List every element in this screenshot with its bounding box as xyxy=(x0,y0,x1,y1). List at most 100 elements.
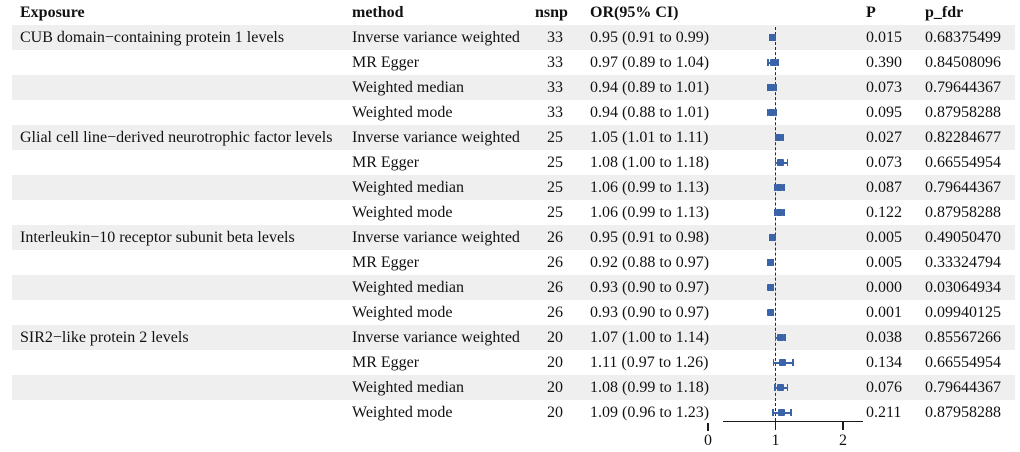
column-header-p-fdr: p_fdr xyxy=(925,4,964,21)
forest-row-marker xyxy=(695,100,866,125)
p-fdr-value: 0.84508096 xyxy=(925,54,1001,71)
p-value: 0.005 xyxy=(866,254,902,271)
column-header-plot-spacer xyxy=(695,0,866,25)
table-row: MR Egger 33 0.97 (0.89 to 1.04) 0.390 0.8450… xyxy=(0,50,1020,75)
table-row: Weighted mode 20 1.09 (0.96 to 1.23) 0.211 0… xyxy=(0,400,1020,425)
exposure-label: Interleukin−10 receptor subunit beta lev… xyxy=(20,229,295,246)
column-header-or-ci: OR(95% CI) xyxy=(590,4,679,21)
exposure-label xyxy=(0,100,352,125)
p-value: 0.076 xyxy=(866,379,902,396)
nsnp-value: 25 xyxy=(547,179,563,196)
method-label: Inverse variance weighted xyxy=(352,129,520,146)
p-fdr-value: 0.82284677 xyxy=(925,129,1001,146)
ci-cap xyxy=(774,209,776,216)
ci-cap xyxy=(784,334,786,341)
exposure-label xyxy=(0,50,352,75)
nsnp-value: 26 xyxy=(547,279,563,296)
nsnp-value: 20 xyxy=(547,404,563,421)
exposure-label xyxy=(0,300,352,325)
or-ci-value: 0.93 (0.90 to 0.97) xyxy=(590,279,710,296)
method-label: MR Egger xyxy=(352,54,420,71)
p-fdr-value: 0.66554954 xyxy=(925,154,1001,171)
method-label: MR Egger xyxy=(352,254,420,271)
ci-cap xyxy=(766,109,769,116)
x-axis-line xyxy=(722,420,864,422)
or-ci-value: 0.97 (0.89 to 1.04) xyxy=(590,54,710,71)
method-label: Weighted mode xyxy=(352,304,453,321)
forest-row-marker xyxy=(695,75,866,100)
method-label: MR Egger xyxy=(352,354,420,371)
point-estimate xyxy=(779,359,787,366)
point-estimate xyxy=(768,34,776,41)
table-row: MR Egger 26 0.92 (0.88 to 0.97) 0.005 0.3332… xyxy=(0,250,1020,275)
forest-row-marker xyxy=(695,375,866,400)
or-ci-value: 0.95 (0.91 to 0.98) xyxy=(590,229,710,246)
forest-row-marker xyxy=(695,175,866,200)
ci-cap xyxy=(774,184,776,191)
method-label: Weighted median xyxy=(352,279,465,296)
table-row: Interleukin−10 receptor subunit beta lev… xyxy=(0,225,1020,250)
table-row: CUB domain−containing protein 1 levels In… xyxy=(0,25,1020,50)
or-ci-value: 0.94 (0.88 to 1.01) xyxy=(590,104,710,121)
p-fdr-value: 0.79644367 xyxy=(925,79,1001,96)
or-ci-value: 1.11 (0.97 to 1.26) xyxy=(590,354,709,371)
nsnp-value: 26 xyxy=(547,304,563,321)
point-estimate xyxy=(776,334,784,341)
point-estimate xyxy=(767,84,775,91)
method-label: MR Egger xyxy=(352,154,420,171)
p-value: 0.001 xyxy=(866,304,902,321)
method-label: Weighted mode xyxy=(352,104,453,121)
p-value: 0.122 xyxy=(866,204,902,221)
table-row: Weighted mode 33 0.94 (0.88 to 1.01) 0.095 0… xyxy=(0,100,1020,125)
table-row: MR Egger 25 1.08 (1.00 to 1.18) 0.073 0.6655… xyxy=(0,150,1020,175)
p-fdr-value: 0.87958288 xyxy=(925,104,1001,121)
table-row: Weighted median 20 1.08 (0.99 to 1.18) 0.07… xyxy=(0,375,1020,400)
exposure-label: Glial cell line−derived neurotrophic fac… xyxy=(20,129,333,146)
ci-cap xyxy=(775,84,777,91)
exposure-label xyxy=(0,250,352,275)
method-label: Inverse variance weighted xyxy=(352,229,520,246)
forest-row-marker xyxy=(695,250,866,275)
ci-cap xyxy=(772,409,774,416)
p-fdr-value: 0.49050470 xyxy=(925,229,1001,246)
p-fdr-value: 0.66554954 xyxy=(925,354,1001,371)
or-ci-value: 0.95 (0.91 to 0.99) xyxy=(590,29,710,46)
nsnp-value: 33 xyxy=(547,79,563,96)
x-axis-tick xyxy=(842,422,844,431)
or-ci-value: 0.94 (0.89 to 1.01) xyxy=(590,79,710,96)
or-ci-value: 1.08 (1.00 to 1.18) xyxy=(590,154,710,171)
method-label: Weighted median xyxy=(352,79,465,96)
nsnp-value: 25 xyxy=(547,129,563,146)
nsnp-value: 26 xyxy=(547,229,563,246)
method-label: Inverse variance weighted xyxy=(352,329,520,346)
p-fdr-value: 0.79644367 xyxy=(925,179,1001,196)
ci-cap xyxy=(774,384,776,391)
ci-cap xyxy=(792,359,794,366)
exposure-label xyxy=(0,175,352,200)
point-estimate xyxy=(768,234,776,241)
forest-row-marker xyxy=(695,50,866,75)
or-ci-value: 1.06 (0.99 to 1.13) xyxy=(590,204,710,221)
ci-cap xyxy=(767,59,769,66)
p-value: 0.211 xyxy=(866,404,902,421)
method-label: Weighted mode xyxy=(352,204,453,221)
table-row: Weighted mode 25 1.06 (0.99 to 1.13) 0.122 0… xyxy=(0,200,1020,225)
p-value: 0.134 xyxy=(866,354,902,371)
point-estimate xyxy=(777,384,785,391)
point-estimate xyxy=(777,159,785,166)
point-estimate xyxy=(775,134,783,141)
p-value: 0.087 xyxy=(866,179,902,196)
point-estimate xyxy=(776,184,784,191)
table-row: Weighted median 25 1.06 (0.99 to 1.13) 0.08… xyxy=(0,175,1020,200)
ci-cap xyxy=(786,384,789,391)
method-label: Inverse variance weighted xyxy=(352,29,520,46)
exposure-label xyxy=(0,350,352,375)
method-label: Weighted mode xyxy=(352,404,453,421)
ci-cap xyxy=(783,184,786,191)
forest-row-marker xyxy=(695,325,866,350)
or-ci-value: 1.06 (0.99 to 1.13) xyxy=(590,179,710,196)
x-axis-tick xyxy=(774,422,777,431)
exposure-label: SIR2−like protein 2 levels xyxy=(20,329,189,346)
or-ci-value: 0.93 (0.90 to 0.97) xyxy=(590,304,710,321)
